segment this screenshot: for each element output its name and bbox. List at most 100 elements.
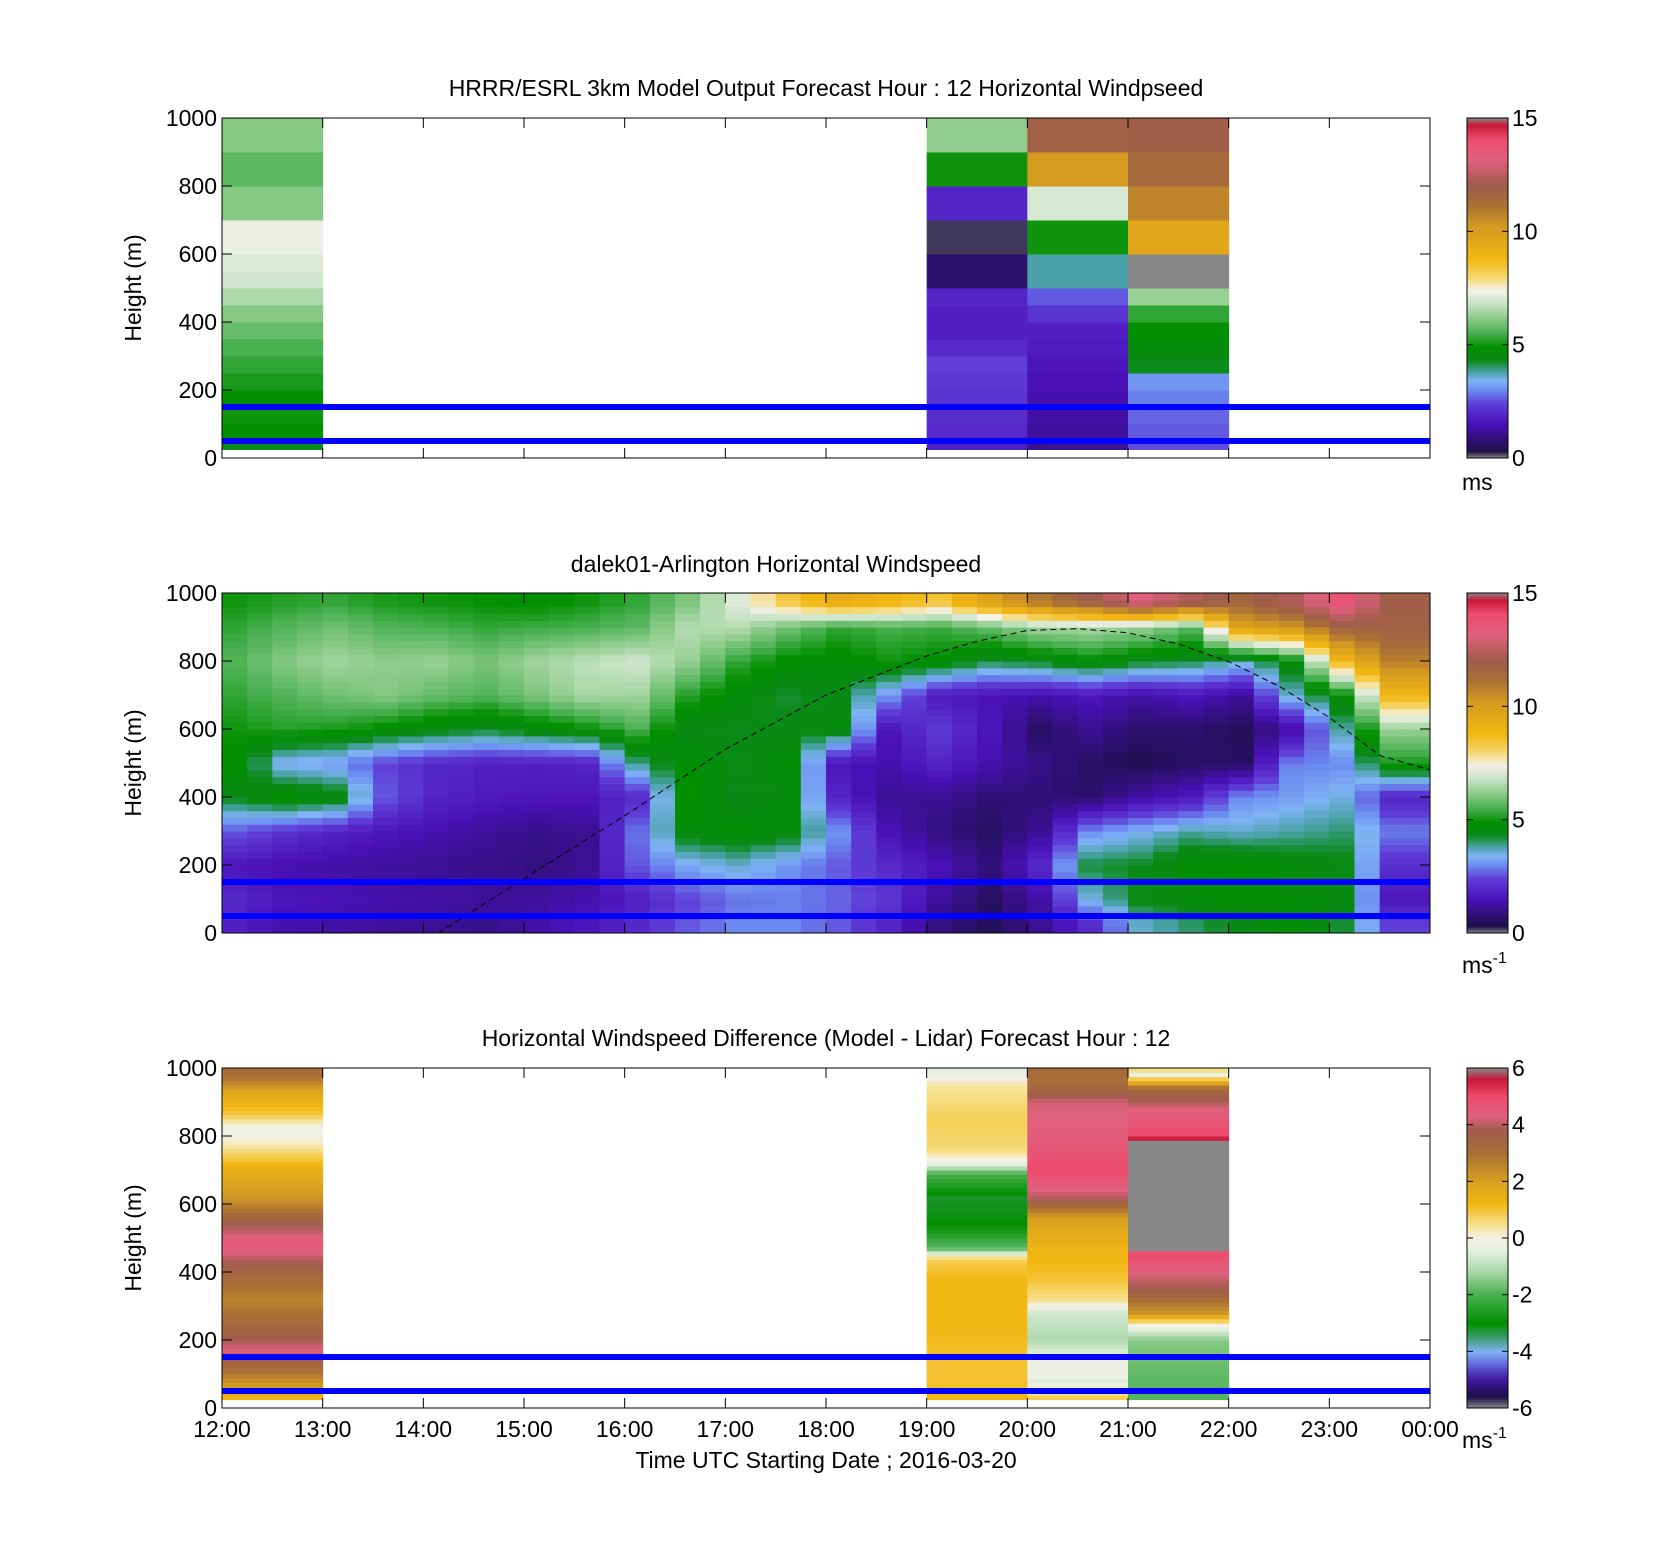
colorbar-swatch bbox=[1467, 828, 1508, 832]
heatmap-cell bbox=[926, 1144, 1028, 1150]
heatmap-cell bbox=[977, 865, 1003, 873]
heatmap-cell bbox=[675, 831, 701, 839]
heatmap-cell bbox=[926, 1161, 1028, 1167]
heatmap-cell bbox=[1052, 654, 1079, 662]
heatmap-cell bbox=[1279, 899, 1305, 907]
colorbar-swatch bbox=[1467, 868, 1508, 872]
colorbar-swatch bbox=[1467, 117, 1508, 121]
heatmap-cell bbox=[1102, 742, 1129, 750]
colorbar-swatch bbox=[1467, 728, 1508, 732]
heatmap-cell bbox=[725, 831, 752, 839]
heatmap-cell bbox=[322, 620, 349, 628]
heatmap-cell bbox=[423, 729, 450, 737]
heatmap-cell bbox=[1102, 865, 1129, 873]
heatmap-cell bbox=[1128, 1080, 1230, 1086]
heatmap-cell bbox=[599, 790, 626, 798]
heatmap-cell bbox=[624, 735, 651, 744]
heatmap-cell bbox=[272, 905, 299, 914]
colorbar-swatch bbox=[1467, 872, 1508, 876]
heatmap-cell bbox=[498, 742, 525, 750]
heatmap-cell bbox=[926, 1085, 1028, 1090]
heatmap-cell bbox=[750, 851, 777, 859]
heatmap-cell bbox=[951, 851, 978, 859]
heatmap-cell bbox=[1128, 627, 1154, 635]
panel-model: HRRR/ESRL 3km Model Output Forecast Hour… bbox=[120, 75, 1538, 495]
heatmap-cell bbox=[574, 783, 601, 791]
heatmap-cell bbox=[1279, 654, 1305, 662]
heatmap-cell bbox=[222, 1195, 324, 1201]
colorbar-swatch bbox=[1467, 169, 1508, 173]
heatmap-cell bbox=[247, 817, 273, 825]
heatmap-cell bbox=[1379, 926, 1406, 933]
colorbar-swatch bbox=[1467, 1201, 1508, 1205]
heatmap-cell bbox=[473, 620, 500, 628]
heatmap-cell bbox=[977, 749, 1003, 757]
heatmap-cell bbox=[826, 620, 852, 628]
heatmap-cell bbox=[297, 756, 324, 764]
heatmap-cell bbox=[624, 647, 651, 655]
heatmap-cell bbox=[876, 661, 903, 669]
heatmap-cell bbox=[977, 613, 1003, 621]
heatmap-cell bbox=[498, 647, 525, 655]
heatmap-cell bbox=[222, 810, 248, 818]
heatmap-cell bbox=[1128, 776, 1154, 784]
heatmap-cell bbox=[574, 606, 601, 614]
heatmap-cell bbox=[448, 722, 475, 730]
colorbar-swatch bbox=[1467, 1343, 1508, 1347]
colorbar-swatch bbox=[1467, 1397, 1508, 1401]
heatmap-cell bbox=[599, 674, 626, 682]
colorbar-swatch bbox=[1467, 784, 1508, 788]
heatmap-cell bbox=[977, 633, 1003, 642]
heatmap-cell bbox=[750, 613, 777, 621]
heatmap-cell bbox=[800, 810, 827, 818]
heatmap-cell bbox=[574, 708, 601, 716]
heatmap-cell bbox=[498, 674, 525, 682]
heatmap-cell bbox=[1379, 844, 1406, 852]
heatmap-cell bbox=[1128, 1225, 1230, 1231]
heatmap-cell bbox=[1128, 1348, 1230, 1354]
heatmap-cell bbox=[1404, 837, 1430, 846]
heatmap-cell bbox=[373, 858, 399, 866]
colorbar-swatch bbox=[1467, 291, 1508, 295]
heatmap-cell bbox=[725, 763, 752, 771]
heatmap-cell bbox=[926, 288, 1028, 306]
heatmap-cell bbox=[423, 899, 450, 907]
heatmap-cell bbox=[624, 783, 651, 791]
heatmap-cell bbox=[222, 152, 324, 187]
heatmap-cell bbox=[624, 763, 651, 771]
heatmap-cell bbox=[1128, 695, 1154, 703]
colorbar-swatch bbox=[1467, 1145, 1508, 1149]
colorbar-swatch bbox=[1467, 600, 1508, 604]
heatmap-cell bbox=[574, 926, 601, 933]
colorbar-swatch bbox=[1467, 1249, 1508, 1253]
heatmap-cell bbox=[901, 627, 928, 635]
heatmap-cell bbox=[876, 681, 903, 689]
heatmap-cell bbox=[1354, 674, 1381, 682]
heatmap-cell bbox=[373, 599, 399, 608]
heatmap-cell bbox=[926, 688, 953, 696]
colorbar-swatch bbox=[1467, 782, 1508, 786]
heatmap-cell bbox=[1077, 701, 1104, 710]
heatmap-cell bbox=[800, 640, 827, 648]
colorbar-swatch bbox=[1467, 1171, 1508, 1175]
heatmap-cell bbox=[1153, 715, 1179, 723]
heatmap-cell bbox=[423, 858, 450, 866]
colorbar-swatch bbox=[1467, 628, 1508, 632]
colorbar-swatch bbox=[1467, 1107, 1508, 1111]
heatmap-cell bbox=[599, 722, 626, 730]
heatmap-cell bbox=[1128, 708, 1154, 716]
heatmap-cell bbox=[1128, 1259, 1230, 1265]
heatmap-cell bbox=[926, 715, 953, 723]
heatmap-cell bbox=[1178, 681, 1205, 689]
colorbar-swatch bbox=[1467, 1387, 1508, 1391]
heatmap-cell bbox=[649, 613, 676, 621]
heatmap-cell bbox=[826, 905, 852, 914]
heatmap-cell bbox=[1178, 817, 1205, 825]
heatmap-cell bbox=[222, 729, 248, 737]
heatmap-cell bbox=[1128, 1242, 1230, 1248]
heatmap-cell bbox=[725, 844, 752, 852]
heatmap-cell bbox=[1304, 661, 1330, 669]
heatmap-cell bbox=[926, 1255, 1028, 1260]
heatmap-cell bbox=[574, 593, 601, 601]
